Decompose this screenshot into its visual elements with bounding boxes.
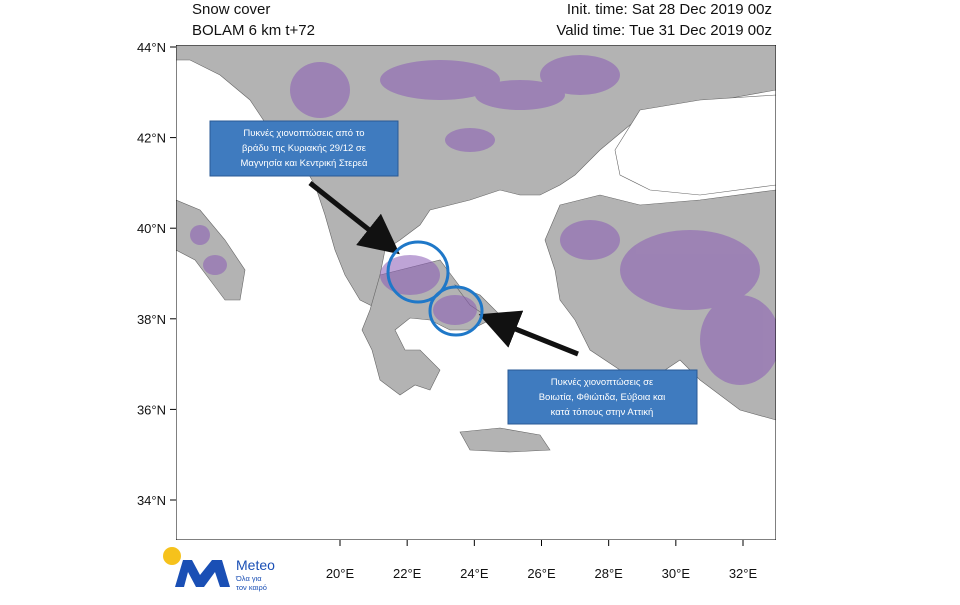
annotation-box (209, 120, 399, 177)
logo-tagline: τον καιρό (236, 583, 267, 592)
arrow (308, 181, 400, 255)
annotation-text: Μαγνησία και Κεντρική Στερεά (241, 158, 368, 169)
lat-tick-label: 42°N (137, 131, 166, 146)
lon-tick-label: 20°E (326, 566, 355, 581)
annotation-box (507, 369, 698, 425)
annotation: Πυκνές χιονοπτώσεις από το βράδυ της Κυρ… (209, 120, 399, 177)
logo-sun (163, 547, 181, 565)
annotation-text: Πυκνές χιονοπτώσεις από το (243, 128, 364, 139)
init-time: Init. time: Sat 28 Dec 2019 00z (567, 1, 772, 18)
lon-tick-label: 28°E (594, 566, 623, 581)
lon-tick-label: 30°E (662, 566, 691, 581)
highlight-ellipse (386, 240, 450, 304)
logo-mark (175, 560, 230, 587)
snow-cover (190, 55, 776, 385)
italy (176, 199, 246, 301)
model: BOLAM 6 km t+72 (192, 22, 315, 39)
map (176, 45, 776, 540)
logo: Meteo Όλα για τον καιρό (163, 547, 275, 592)
arrow (478, 310, 579, 357)
lat-tick-label: 36°N (137, 402, 166, 417)
black-sea (614, 94, 776, 196)
highlight-ellipse (428, 285, 484, 337)
logo-name: Meteo (236, 557, 275, 573)
lat-tick-label: 44°N (137, 40, 166, 55)
axis-ticks: 44°N 42°N 40°N 38°N 36°N 34°N 20°E 22°E 24°E 26°E… (137, 40, 758, 581)
logo-tagline: Όλα για (235, 574, 262, 583)
annotation-text: κατά τόπους στην Αττική (551, 407, 654, 418)
annotation-text: βράδυ της Κυριακής 29/12 σε (242, 143, 367, 154)
valid-time: Valid time: Tue 31 Dec 2019 00z (556, 22, 772, 39)
lon-tick-label: 24°E (460, 566, 489, 581)
lat-tick-label: 40°N (137, 221, 166, 236)
annotation-text: Πυκνές χιονοπτώσεις σε (551, 377, 654, 388)
annotation: Πυκνές χιονοπτώσεις σε Βοιωτία, Φθιώτιδα… (507, 369, 698, 425)
lon-tick-label: 26°E (527, 566, 556, 581)
lat-tick-label: 38°N (137, 312, 166, 327)
lon-tick-label: 22°E (393, 566, 422, 581)
lat-tick-label: 34°N (137, 493, 166, 508)
annotation-text: Βοιωτία, Φθιώτιδα, Εύβοια και (539, 392, 666, 403)
crete (459, 427, 551, 453)
title: Snow cover (192, 1, 270, 18)
lon-tick-label: 32°E (729, 566, 758, 581)
